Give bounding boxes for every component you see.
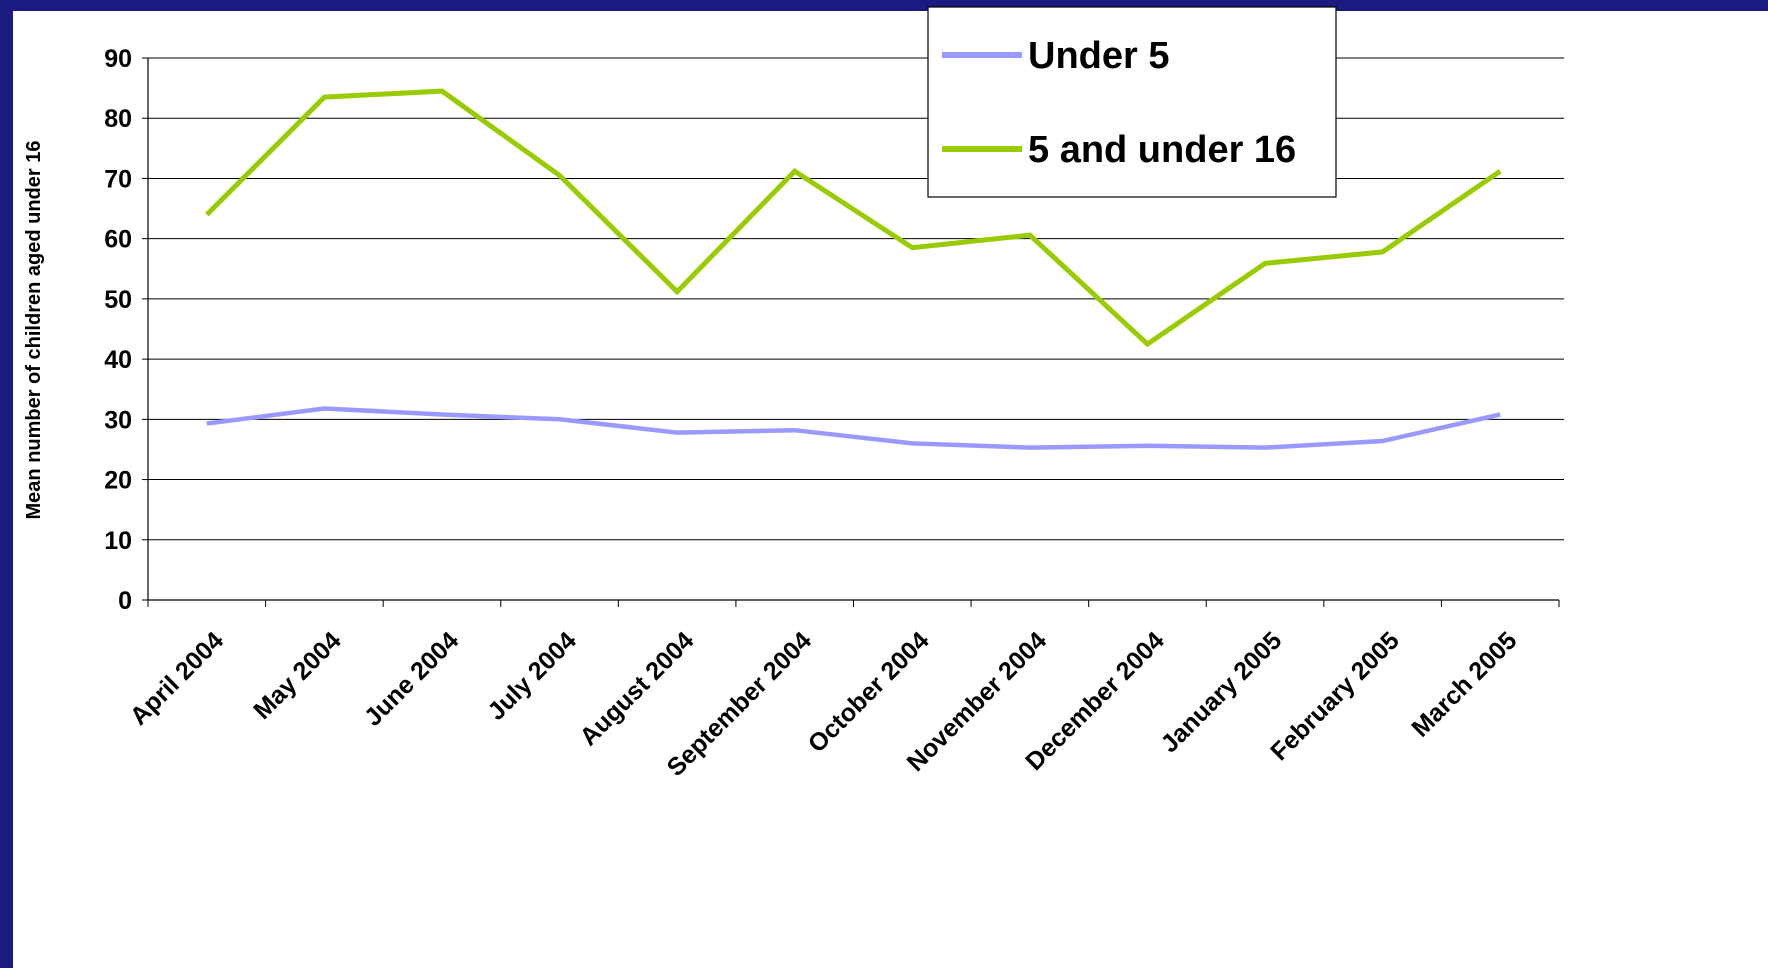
legend-label-under-5: Under 5 xyxy=(1028,35,1169,77)
x-tick-label: August 2004 xyxy=(574,626,699,751)
series-line-5-and-under-16 xyxy=(205,88,1502,348)
legend: Under 5 5 and under 16 xyxy=(927,6,1337,198)
y-tick-label: 70 xyxy=(104,165,132,193)
series-line-under-5 xyxy=(206,406,1501,450)
chart-panel xyxy=(13,11,1768,968)
x-tick-label: October 2004 xyxy=(803,626,935,758)
x-tick-label: July 2004 xyxy=(482,626,581,725)
y-axis-title: Mean number of children aged under 16 xyxy=(23,141,45,520)
y-tick-label: 10 xyxy=(104,527,132,555)
legend-box xyxy=(927,6,1337,198)
y-tick-label: 60 xyxy=(104,226,132,254)
y-tick-label: 50 xyxy=(104,286,132,314)
x-tick-label: January 2005 xyxy=(1155,626,1287,758)
y-tick-labels: 0 10 20 30 40 50 60 70 80 90 xyxy=(104,45,132,615)
x-tick-labels: April 2004 May 2004 June 2004 July 2004Augu… xyxy=(125,626,1523,781)
y-tick-label: 90 xyxy=(104,45,132,73)
x-tick-label: March 2005 xyxy=(1406,626,1522,742)
x-tick-label: June 2004 xyxy=(359,626,464,731)
y-tick-label: 0 xyxy=(118,587,132,615)
series-lines xyxy=(205,88,1502,450)
y-tick-label: 30 xyxy=(104,406,132,434)
x-tick-label: May 2004 xyxy=(248,626,346,724)
y-tick-label: 80 xyxy=(104,105,132,133)
x-tick-label: April 2004 xyxy=(125,626,229,730)
gridlines xyxy=(148,57,1564,541)
legend-label-5-and-under-16: 5 and under 16 xyxy=(1028,129,1296,171)
y-tick-label: 40 xyxy=(104,346,132,374)
y-tick-label: 20 xyxy=(104,467,132,495)
axes xyxy=(142,57,1560,607)
